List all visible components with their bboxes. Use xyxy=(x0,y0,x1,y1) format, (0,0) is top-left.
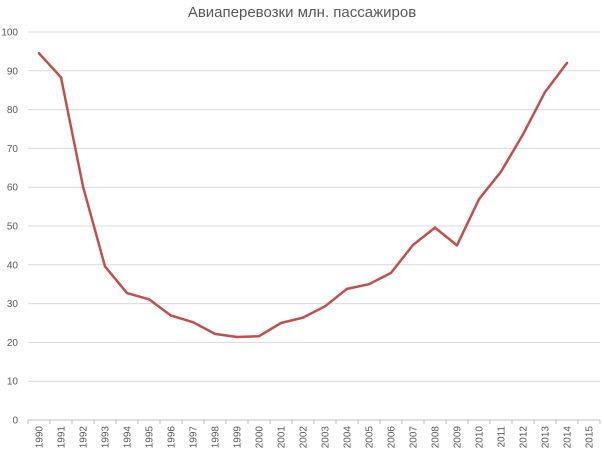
y-tick-label: 30 xyxy=(7,299,19,310)
x-tick-label: 1997 xyxy=(189,426,200,449)
data-point xyxy=(301,316,305,319)
x-tick-label: 1998 xyxy=(211,426,222,449)
x-tick-label: 1996 xyxy=(167,426,178,449)
x-tick-label: 2003 xyxy=(321,426,332,449)
x-tick-label: 2006 xyxy=(387,426,398,449)
y-tick-label: 60 xyxy=(7,183,19,194)
x-tick-label: 2008 xyxy=(431,426,442,449)
y-tick-label: 80 xyxy=(7,105,19,116)
data-point xyxy=(279,321,283,325)
x-tick-label: 1991 xyxy=(57,426,68,449)
x-tick-label: 2011 xyxy=(497,426,508,448)
data-point xyxy=(521,133,525,136)
y-tick-label: 50 xyxy=(7,222,19,233)
x-tick-label: 2015 xyxy=(585,426,596,449)
x-tick-label: 2013 xyxy=(541,426,552,449)
x-tick-label: 1990 xyxy=(35,426,46,449)
data-point xyxy=(37,52,41,55)
data-point xyxy=(213,332,217,336)
x-tick-label: 2001 xyxy=(277,426,288,449)
y-axis: 0 10 20 30 40 50 60 70 80 90 100 xyxy=(1,28,18,427)
data-point xyxy=(389,271,393,275)
data-point xyxy=(147,298,151,301)
data-point xyxy=(477,198,481,201)
data-point xyxy=(433,226,437,229)
x-tick-label: 2007 xyxy=(409,426,420,449)
x-tick-label: 2004 xyxy=(343,426,354,449)
data-point xyxy=(103,265,107,268)
data-point xyxy=(455,244,459,247)
y-tick-label: 20 xyxy=(7,338,19,349)
data-point xyxy=(345,287,349,291)
data-point xyxy=(257,334,261,338)
data-point xyxy=(323,305,327,308)
x-tick-label: 2000 xyxy=(255,426,266,449)
data-point xyxy=(367,283,371,286)
data-point xyxy=(191,321,195,324)
y-tick-label: 90 xyxy=(7,66,19,77)
x-tick-label: 2009 xyxy=(453,426,464,449)
x-tick-label: 1992 xyxy=(79,426,90,449)
x-tick-label: 2002 xyxy=(299,426,310,449)
data-point xyxy=(499,170,503,173)
series-layer xyxy=(37,52,569,339)
series-line xyxy=(37,52,569,339)
y-tick-label: 70 xyxy=(7,144,19,155)
y-tick-label: 100 xyxy=(1,28,18,39)
x-tick-label: 2010 xyxy=(475,426,486,449)
x-tick-label: 1993 xyxy=(101,426,112,449)
y-tick-label: 10 xyxy=(7,377,19,388)
data-point xyxy=(169,314,173,317)
data-point xyxy=(565,61,569,65)
chart-title: Авиаперевозки млн. пассажиров xyxy=(187,4,417,21)
gridlines xyxy=(28,31,600,382)
x-tick-label: 2012 xyxy=(519,426,530,449)
x-tick-label: 2005 xyxy=(365,426,376,449)
x-tick-label: 2014 xyxy=(563,426,574,449)
data-point xyxy=(59,76,63,79)
data-point xyxy=(411,243,415,247)
y-tick-label: 40 xyxy=(7,260,19,271)
x-tick-label: 1994 xyxy=(123,426,134,449)
data-point xyxy=(543,90,547,94)
y-tick-label: 0 xyxy=(12,416,18,427)
x-axis: 1990 1991 1992 1993 1994 1995 1996 1997 1998 1999… xyxy=(27,419,601,449)
data-point xyxy=(81,185,85,188)
x-tick-label: 1995 xyxy=(145,426,156,449)
data-point xyxy=(125,291,129,295)
x-tick-label: 1999 xyxy=(233,426,244,449)
data-point xyxy=(235,335,239,339)
